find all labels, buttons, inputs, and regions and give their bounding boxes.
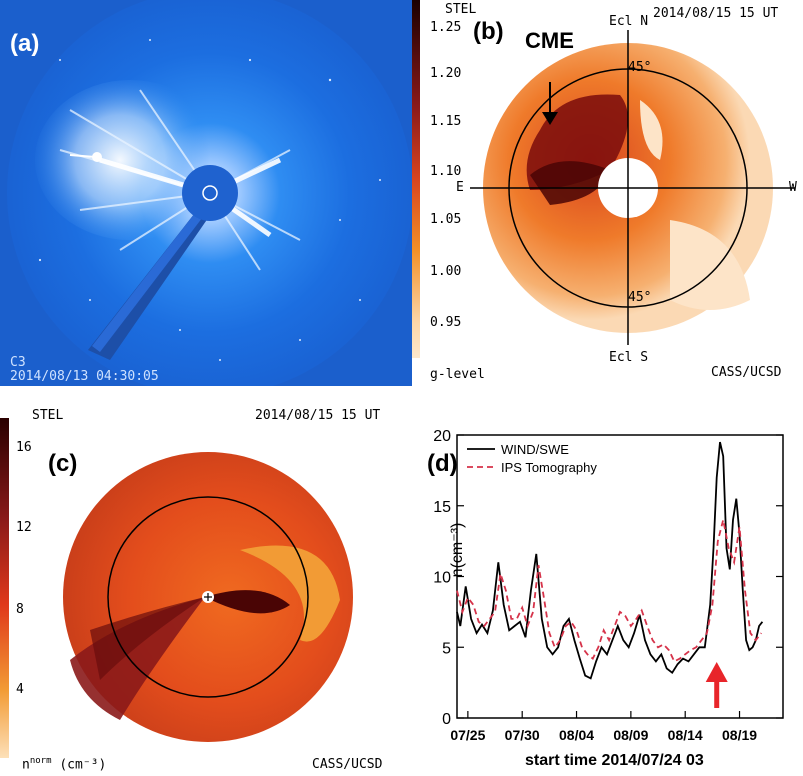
x-tick-label: 07/30 [505,727,540,743]
instrument-label: C3 [10,355,26,370]
panel-b-header-right: 2014/08/15 15 UT [653,6,778,21]
colorbar-label-sup: norm [30,756,52,766]
panel-d-label: (d) [427,450,458,478]
y-tick-label: 0 [442,711,451,728]
timeseries-chart: 0510152007/2507/3008/0408/0908/1408/19WI… [415,400,803,776]
panel-b-credit: CASS/UCSD [711,365,781,380]
plot-frame [457,435,783,718]
panel-b-header-left: STEL [445,2,476,17]
angle-bottom-label: 45° [628,290,651,305]
x-tick-label: 08/14 [668,727,703,743]
y-tick-label: 5 [442,640,451,657]
cme-annotation: CME [525,28,574,54]
angle-top-label: 45° [628,60,651,75]
colorbar-label: nnorm (cm⁻³) [22,756,106,772]
x-tick-label: 08/09 [613,727,648,743]
colorbar-tick: 4 [16,682,24,697]
colorbar-tick: 12 [16,520,32,535]
panel-c-label: (c) [48,450,77,478]
panel-d-timeseries: 0510152007/2507/3008/0408/0908/1408/19WI… [415,400,803,776]
x-tick-label: 08/19 [722,727,757,743]
panel-c-header-left: STEL [32,408,63,423]
x-tick-label: 08/04 [559,727,594,743]
panel-b-tomography: (b) STEL 2014/08/15 15 UT CME Ecl N Ecl … [440,0,803,386]
density-disk [440,0,803,386]
panel-c-header-right: 2014/08/15 15 UT [255,408,380,423]
y-axis-label: n(cm⁻³) [447,490,467,610]
south-label: Ecl S [609,350,648,365]
legend-entry: IPS Tomography [501,460,597,475]
east-label: E [456,180,464,195]
panel-a-coronagraph: (a) C3 2014/08/13 04:30:05 [0,0,412,386]
panel-c-density: STEL 2014/08/15 15 UT (c) 16 12 8 4 nnor… [0,400,415,776]
west-label: W [789,180,797,195]
panel-a-label: (a) [10,30,39,58]
coronagraph-image [0,0,412,386]
colorbar-tick: 8 [16,602,24,617]
arrival-arrow-head [706,662,728,682]
panel-b-label: (b) [473,18,504,46]
x-axis-label: start time 2014/07/24 03 [525,752,704,770]
x-tick-label: 07/25 [450,727,485,743]
panel-c-credit: CASS/UCSD [312,757,382,772]
y-tick-label: 20 [433,428,451,445]
legend-entry: WIND/SWE [501,442,569,457]
north-label: Ecl N [609,14,648,29]
image-timestamp: 2014/08/13 04:30:05 [10,369,159,384]
colorbar-unit: (cm⁻³) [59,757,106,772]
colorbar-tick: 16 [16,440,32,455]
colorbar-label-n: n [22,757,30,772]
